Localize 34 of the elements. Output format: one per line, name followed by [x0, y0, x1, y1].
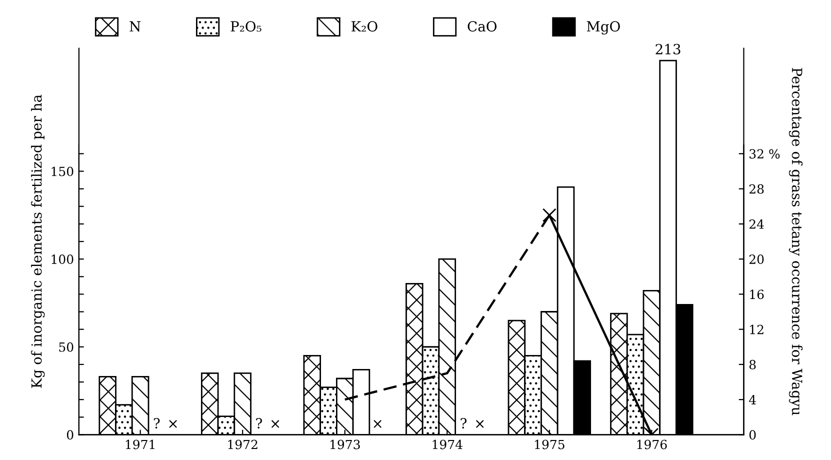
- legend-label: MgO: [586, 21, 620, 35]
- text: ?: [154, 418, 160, 428]
- text: ?: [256, 418, 262, 428]
- x-tick-label: 1976: [637, 440, 667, 450]
- legend-label: N: [130, 21, 141, 32]
- data-label: 213: [656, 44, 680, 54]
- y2-tick-label: 28: [749, 184, 764, 194]
- text: ×: [169, 420, 177, 428]
- x-tick-label: 1971: [126, 440, 154, 450]
- y2-tick-label: 4: [748, 395, 756, 404]
- y2-tick-label: 16: [750, 290, 764, 300]
- text: ×: [374, 420, 382, 428]
- y2-tick-label: 24: [749, 219, 764, 229]
- text: ?: [460, 418, 467, 428]
- y-tick-label: 100: [52, 254, 74, 264]
- y2-tick-label: 20: [749, 254, 764, 264]
- legend-label: P₂O₅: [230, 21, 262, 32]
- y2-tick-label: 0: [749, 430, 756, 440]
- text: ×: [476, 420, 484, 428]
- text: ×: [271, 420, 280, 428]
- x-tick-label: 1973: [330, 440, 360, 450]
- y-axis-title: Kg of inorganic elements fertilized per ha: [31, 94, 45, 388]
- y-tick-label: 50: [59, 342, 74, 352]
- y2-tick-label: 32 %: [750, 149, 780, 159]
- x-tick-label: 1974: [432, 440, 462, 450]
- y2-tick-label: 8: [749, 360, 756, 370]
- legend-label: CaO: [468, 21, 497, 32]
- x-tick-label: 1975: [535, 440, 564, 450]
- x-tick-label: 1972: [228, 440, 258, 450]
- y2-tick-label: 12: [750, 324, 764, 334]
- y2-axis-title: Percentage of grass tetany occurrence for Wagyu: [788, 68, 803, 416]
- y-tick-label: 0: [66, 430, 74, 440]
- y-tick-label: 150: [52, 166, 74, 176]
- legend-label: K₂O: [352, 21, 378, 32]
